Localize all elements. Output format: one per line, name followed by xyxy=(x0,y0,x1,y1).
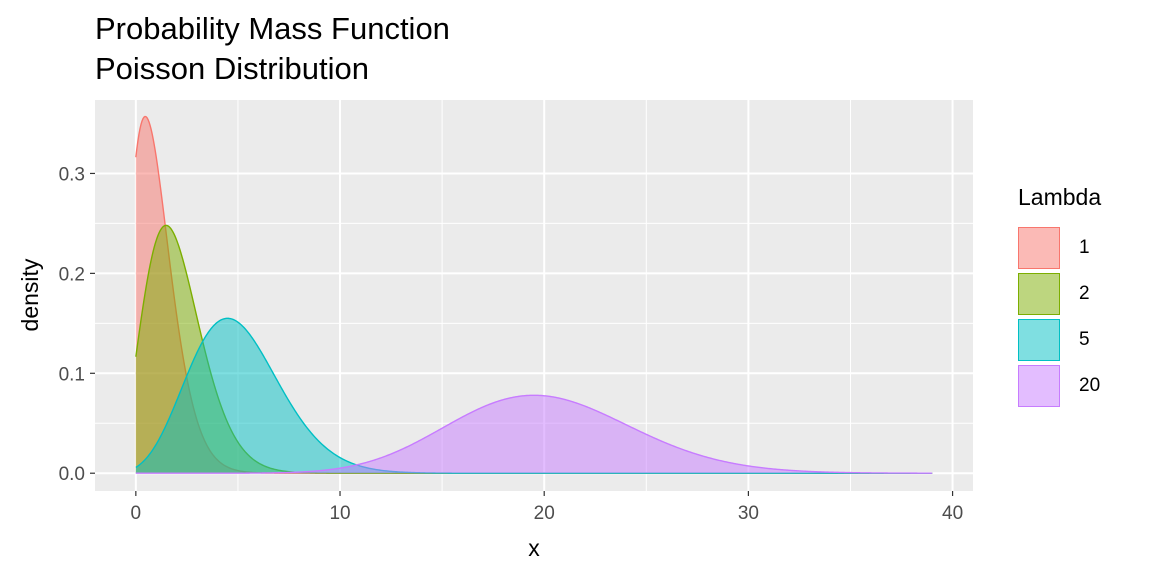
legend-item-lambda-1: 1 xyxy=(1018,225,1101,271)
legend: Lambda 1 2 5 20 xyxy=(1018,184,1101,409)
y-axis: 0.0 0.1 0.2 0.3 xyxy=(59,164,95,485)
legend-key-lambda-5 xyxy=(1018,319,1060,361)
x-tick-label: 10 xyxy=(329,503,350,524)
y-tick-label: 0.0 xyxy=(59,464,85,485)
legend-label: 5 xyxy=(1079,329,1090,350)
legend-label: 2 xyxy=(1079,283,1090,304)
series-layer xyxy=(135,115,933,474)
legend-item-lambda-2: 2 xyxy=(1018,271,1101,317)
x-tick-label: 20 xyxy=(534,503,555,524)
x-tick-label: 30 xyxy=(738,503,759,524)
legend-label: 20 xyxy=(1079,375,1101,396)
y-tick-label: 0.3 xyxy=(59,164,85,185)
legend-items: 1 2 5 20 xyxy=(1018,225,1101,409)
x-tick-label: 0 xyxy=(131,503,142,524)
legend-title: Lambda xyxy=(1018,184,1102,210)
legend-item-lambda-20: 20 xyxy=(1018,363,1101,409)
y-axis-title: density xyxy=(17,258,43,331)
chart-subtitle: Poisson Distribution xyxy=(95,51,369,86)
legend-key-lambda-2 xyxy=(1018,273,1060,315)
legend-item-lambda-5: 5 xyxy=(1018,317,1101,363)
y-tick-label: 0.2 xyxy=(59,264,85,285)
legend-key-lambda-1 xyxy=(1018,227,1060,269)
density-line-lambda-20 xyxy=(135,394,933,474)
chart-title: Probability Mass Function xyxy=(95,11,450,46)
y-tick-label: 0.1 xyxy=(59,364,85,385)
x-axis: 0 10 20 30 40 xyxy=(131,491,963,524)
x-axis-title: x xyxy=(528,535,540,561)
legend-key-lambda-20 xyxy=(1018,365,1060,407)
x-tick-label: 40 xyxy=(942,503,963,524)
legend-label: 1 xyxy=(1079,237,1090,258)
density-area-lambda-20 xyxy=(135,395,933,474)
density-area-lambda-5 xyxy=(135,318,933,474)
